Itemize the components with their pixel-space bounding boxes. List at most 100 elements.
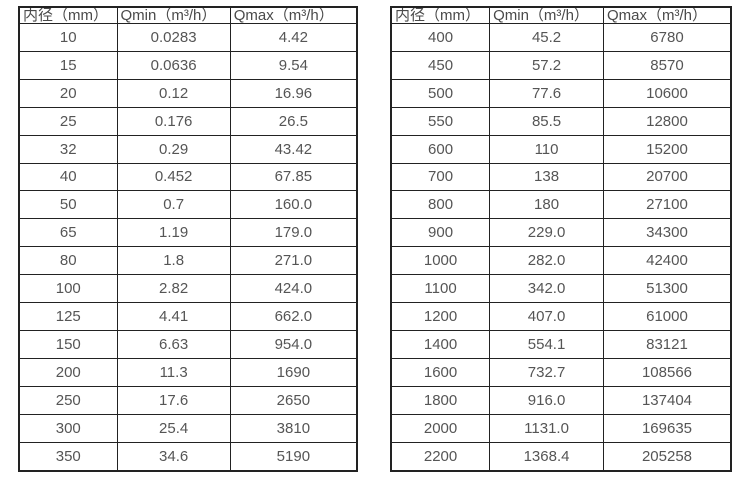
cell: 83121 bbox=[602, 329, 732, 359]
cell: 1800 bbox=[390, 385, 491, 415]
table-row: 1000 282.0 42400 bbox=[390, 246, 732, 276]
cell: 300 bbox=[18, 413, 118, 443]
table-row: 450 57.2 8570 bbox=[390, 50, 732, 80]
cell: 1600 bbox=[390, 357, 491, 387]
cell: 407.0 bbox=[489, 302, 604, 331]
cell: 125 bbox=[18, 302, 118, 331]
table-row: 80 1.8 271.0 bbox=[18, 246, 358, 276]
cell: 0.29 bbox=[116, 134, 231, 164]
table-row: 800 180 27100 bbox=[390, 190, 732, 220]
cell: 169635 bbox=[602, 413, 732, 443]
cell: 4.42 bbox=[229, 23, 358, 52]
cell: 34300 bbox=[602, 218, 732, 248]
cell: 229.0 bbox=[489, 218, 604, 248]
cell: 550 bbox=[390, 106, 491, 136]
cell: 400 bbox=[390, 23, 491, 52]
cell: 67.85 bbox=[229, 162, 358, 192]
table-row: 100 2.82 424.0 bbox=[18, 274, 358, 304]
cell: 16.96 bbox=[229, 78, 358, 108]
table-row: 65 1.19 179.0 bbox=[18, 218, 358, 248]
cell: 9.54 bbox=[229, 50, 358, 80]
cell: 4.41 bbox=[116, 302, 231, 331]
cell: 1.8 bbox=[116, 246, 231, 276]
cell: 10 bbox=[18, 23, 118, 52]
cell: 2200 bbox=[390, 441, 491, 472]
header-row: 内径（mm） Qmin（m³/h） Qmax（m³/h） bbox=[390, 6, 732, 24]
cell: 0.0636 bbox=[116, 50, 231, 80]
table-row: 1200 407.0 61000 bbox=[390, 302, 732, 331]
table-row: 350 34.6 5190 bbox=[18, 441, 358, 472]
column-header: Qmin（m³/h） bbox=[116, 6, 231, 24]
cell: 17.6 bbox=[116, 385, 231, 415]
cell: 0.7 bbox=[116, 190, 231, 220]
cell: 180 bbox=[489, 190, 604, 220]
cell: 0.0283 bbox=[116, 23, 231, 52]
cell: 6.63 bbox=[116, 329, 231, 359]
cell: 600 bbox=[390, 134, 491, 164]
cell: 25 bbox=[18, 106, 118, 136]
cell: 25.4 bbox=[116, 413, 231, 443]
cell: 3810 bbox=[229, 413, 358, 443]
cell: 2.82 bbox=[116, 274, 231, 304]
cell: 732.7 bbox=[489, 357, 604, 387]
cell: 916.0 bbox=[489, 385, 604, 415]
table-row: 300 25.4 3810 bbox=[18, 413, 358, 443]
cell: 954.0 bbox=[229, 329, 358, 359]
table-row: 40 0.452 67.85 bbox=[18, 162, 358, 192]
cell: 350 bbox=[18, 441, 118, 472]
table-row: 1800 916.0 137404 bbox=[390, 385, 732, 415]
table-row: 25 0.176 26.5 bbox=[18, 106, 358, 136]
cell: 900 bbox=[390, 218, 491, 248]
cell: 0.12 bbox=[116, 78, 231, 108]
cell: 5190 bbox=[229, 441, 358, 472]
cell: 250 bbox=[18, 385, 118, 415]
cell: 80 bbox=[18, 246, 118, 276]
table-row: 550 85.5 12800 bbox=[390, 106, 732, 136]
cell: 800 bbox=[390, 190, 491, 220]
cell: 20700 bbox=[602, 162, 732, 192]
cell: 450 bbox=[390, 50, 491, 80]
cell: 11.3 bbox=[116, 357, 231, 387]
column-header: Qmax（m³/h） bbox=[229, 6, 358, 24]
table-row: 125 4.41 662.0 bbox=[18, 302, 358, 331]
cell: 15 bbox=[18, 50, 118, 80]
cell: 160.0 bbox=[229, 190, 358, 220]
cell: 0.176 bbox=[116, 106, 231, 136]
cell: 179.0 bbox=[229, 218, 358, 248]
table-row: 200 11.3 1690 bbox=[18, 357, 358, 387]
cell: 61000 bbox=[602, 302, 732, 331]
cell: 200 bbox=[18, 357, 118, 387]
cell: 282.0 bbox=[489, 246, 604, 276]
column-header: 内径（mm） bbox=[390, 6, 491, 24]
table-row: 1100 342.0 51300 bbox=[390, 274, 732, 304]
cell: 32 bbox=[18, 134, 118, 164]
cell: 43.42 bbox=[229, 134, 358, 164]
table-row: 50 0.7 160.0 bbox=[18, 190, 358, 220]
cell: 137404 bbox=[602, 385, 732, 415]
cell: 100 bbox=[18, 274, 118, 304]
cell: 85.5 bbox=[489, 106, 604, 136]
cell: 1100 bbox=[390, 274, 491, 304]
cell: 77.6 bbox=[489, 78, 604, 108]
cell: 2000 bbox=[390, 413, 491, 443]
cell: 1200 bbox=[390, 302, 491, 331]
table-row: 1400 554.1 83121 bbox=[390, 329, 732, 359]
table-row: 150 6.63 954.0 bbox=[18, 329, 358, 359]
cell: 34.6 bbox=[116, 441, 231, 472]
table-row: 900 229.0 34300 bbox=[390, 218, 732, 248]
table-row: 2000 1131.0 169635 bbox=[390, 413, 732, 443]
cell: 27100 bbox=[602, 190, 732, 220]
cell: 12800 bbox=[602, 106, 732, 136]
cell: 1400 bbox=[390, 329, 491, 359]
column-header: Qmax（m³/h） bbox=[602, 6, 732, 24]
cell: 110 bbox=[489, 134, 604, 164]
cell: 15200 bbox=[602, 134, 732, 164]
cell: 1131.0 bbox=[489, 413, 604, 443]
cell: 2650 bbox=[229, 385, 358, 415]
table-row: 1600 732.7 108566 bbox=[390, 357, 732, 387]
table-row: 250 17.6 2650 bbox=[18, 385, 358, 415]
cell: 65 bbox=[18, 218, 118, 248]
table-row: 400 45.2 6780 bbox=[390, 23, 732, 52]
table-row: 2200 1368.4 205258 bbox=[390, 441, 732, 472]
